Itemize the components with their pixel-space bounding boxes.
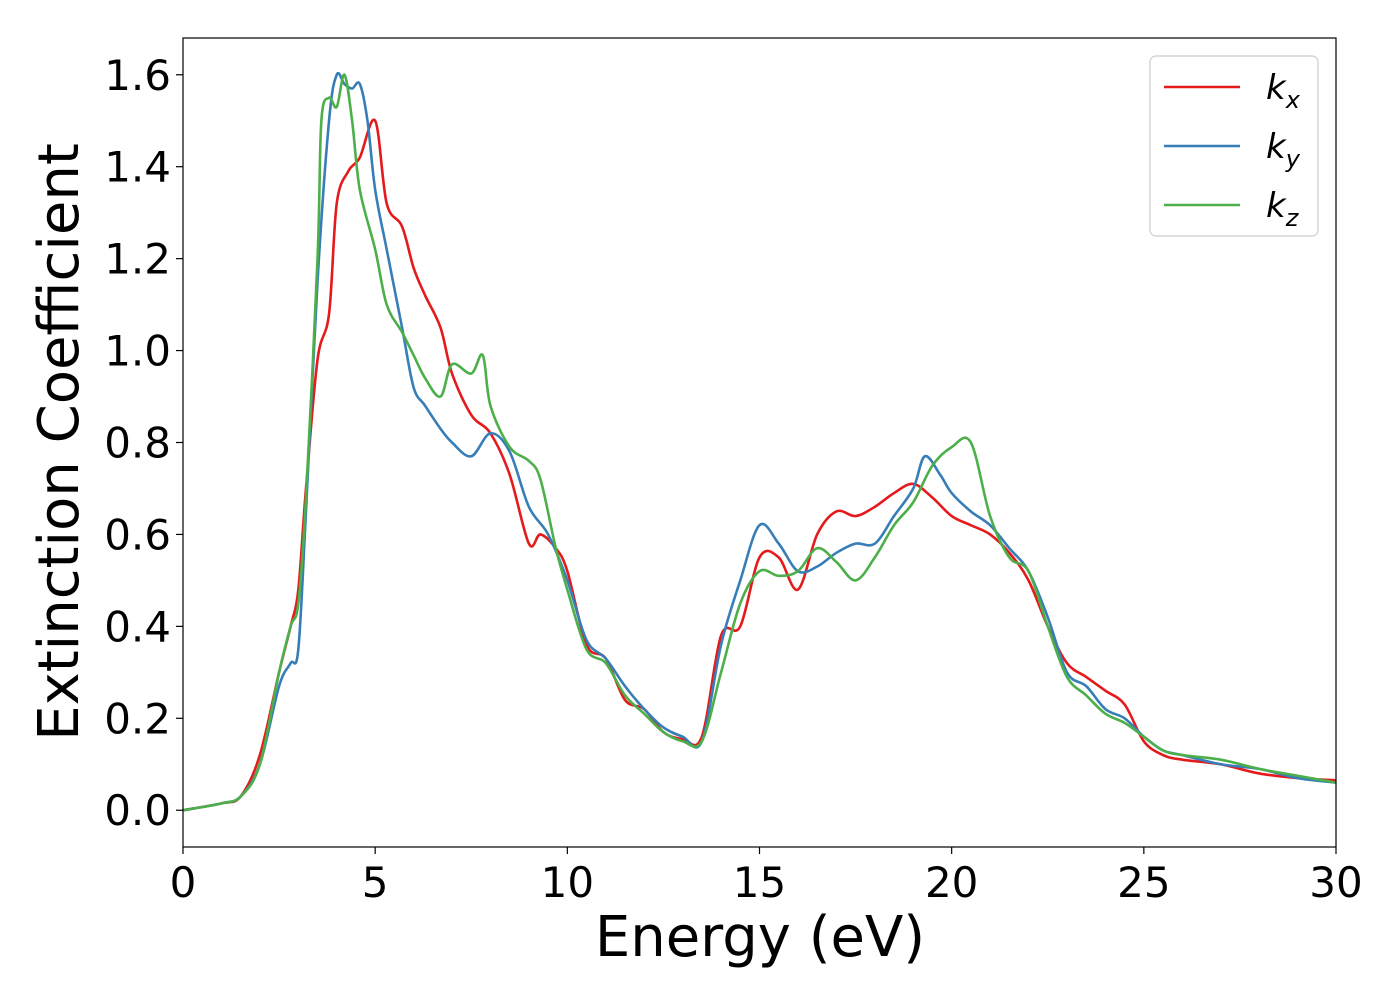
x-axis-label: Energy (eV) bbox=[595, 905, 925, 970]
series-line-ky bbox=[183, 71, 1336, 812]
y-tick-label: 0.0 bbox=[104, 786, 171, 835]
x-tick-label: 5 bbox=[362, 858, 389, 907]
x-tick-label: 20 bbox=[925, 858, 978, 907]
y-axis-label: Extinction Coefficient bbox=[27, 143, 92, 741]
x-tick-label: 10 bbox=[541, 858, 594, 907]
x-tick-label: 25 bbox=[1117, 858, 1170, 907]
y-tick-label: 1.2 bbox=[104, 235, 171, 284]
axes-layer: 0 5 10 15 20 25 30 0.0 0.2 0.4 0.6 0.8 1.0 1.2 1.4 1.6 bbox=[104, 37, 1363, 907]
series-layer bbox=[183, 71, 1336, 812]
y-tick-label: 0.4 bbox=[104, 602, 171, 651]
x-tick-label: 15 bbox=[733, 858, 786, 907]
y-tick-label: 1.0 bbox=[104, 327, 171, 376]
y-tick-label: 0.8 bbox=[104, 419, 171, 468]
y-tick-label: 1.4 bbox=[104, 143, 171, 192]
y-tick-label: 1.6 bbox=[104, 51, 171, 100]
y-tick-label: 0.6 bbox=[104, 510, 171, 559]
x-tick-label: 30 bbox=[1309, 858, 1362, 907]
y-tick-label: 0.2 bbox=[104, 694, 171, 743]
x-tick-label: 0 bbox=[170, 858, 197, 907]
legend-label-kx: kx bbox=[1266, 68, 1301, 114]
series-line-kz bbox=[183, 73, 1336, 812]
